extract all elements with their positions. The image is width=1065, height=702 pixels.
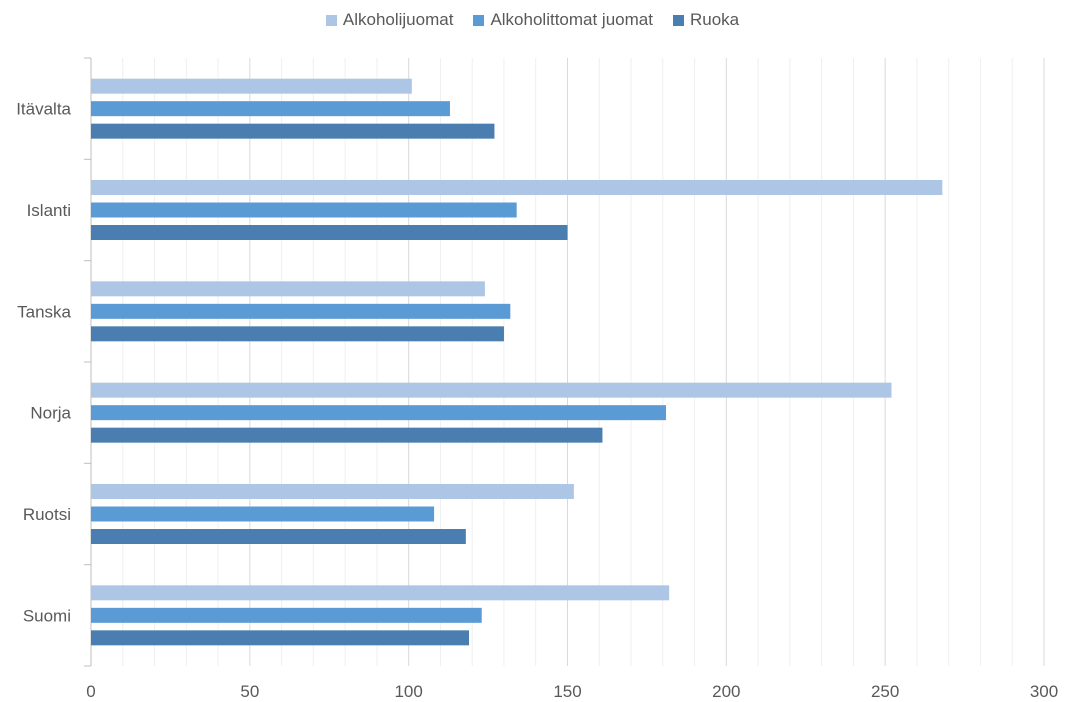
bar-tanska-alkoholijuomat bbox=[91, 281, 485, 297]
bar-tanska-alkoholittomat-juomat bbox=[91, 303, 511, 319]
legend-label-alkoholittomat: Alkoholittomat juomat bbox=[490, 10, 653, 29]
x-tick-label: 50 bbox=[240, 682, 259, 701]
bar-norja-alkoholijuomat bbox=[91, 382, 892, 398]
legend-label-alkoholijuomat: Alkoholijuomat bbox=[342, 10, 454, 29]
y-tick-label: Ruotsi bbox=[23, 505, 71, 524]
bar-suomi-ruoka bbox=[91, 630, 470, 646]
y-tick-label: Norja bbox=[30, 404, 71, 423]
x-tick-label: 0 bbox=[86, 682, 95, 701]
y-tick-label: Tanska bbox=[17, 302, 71, 321]
legend-item-alkoholijuomat: Alkoholijuomat bbox=[325, 10, 454, 30]
y-tick-label: Itävalta bbox=[16, 100, 71, 119]
bar-tanska-ruoka bbox=[91, 326, 504, 342]
chart-legend: Alkoholijuomat Alkoholittomat juomat Ruo… bbox=[0, 10, 1065, 30]
bar-islanti-alkoholijuomat bbox=[91, 180, 943, 195]
bar-norja-ruoka bbox=[91, 427, 603, 443]
bar-ruotsi-alkoholittomat-juomat bbox=[91, 506, 435, 522]
bar-suomi-alkoholijuomat bbox=[91, 585, 670, 601]
legend-item-alkoholittomat: Alkoholittomat juomat bbox=[473, 10, 653, 30]
bar-itävalta-alkoholittomat-juomat bbox=[91, 101, 450, 117]
legend-swatch-alkoholijuomat bbox=[325, 14, 337, 26]
bar-ruotsi-ruoka bbox=[91, 529, 466, 544]
bar-suomi-alkoholittomat-juomat bbox=[91, 607, 482, 623]
x-tick-label: 150 bbox=[553, 682, 581, 701]
bar-itävalta-alkoholijuomat bbox=[91, 78, 412, 94]
x-tick-label: 100 bbox=[394, 682, 422, 701]
x-tick-label: 250 bbox=[871, 682, 899, 701]
bar-islanti-ruoka bbox=[91, 225, 568, 240]
bar-norja-alkoholittomat-juomat bbox=[91, 405, 666, 421]
legend-item-ruoka: Ruoka bbox=[672, 10, 740, 30]
y-tick-label: Islanti bbox=[27, 201, 71, 220]
legend-swatch-alkoholittomat bbox=[473, 14, 485, 26]
bar-islanti-alkoholittomat-juomat bbox=[91, 202, 517, 218]
x-tick-label: 200 bbox=[712, 682, 740, 701]
legend-label-ruoka: Ruoka bbox=[689, 10, 740, 29]
x-tick-label: 300 bbox=[1030, 682, 1058, 701]
legend-swatch-ruoka bbox=[672, 14, 684, 26]
bar-ruotsi-alkoholijuomat bbox=[91, 484, 574, 499]
y-tick-label: Suomi bbox=[23, 606, 71, 625]
bar-itävalta-ruoka bbox=[91, 123, 495, 139]
